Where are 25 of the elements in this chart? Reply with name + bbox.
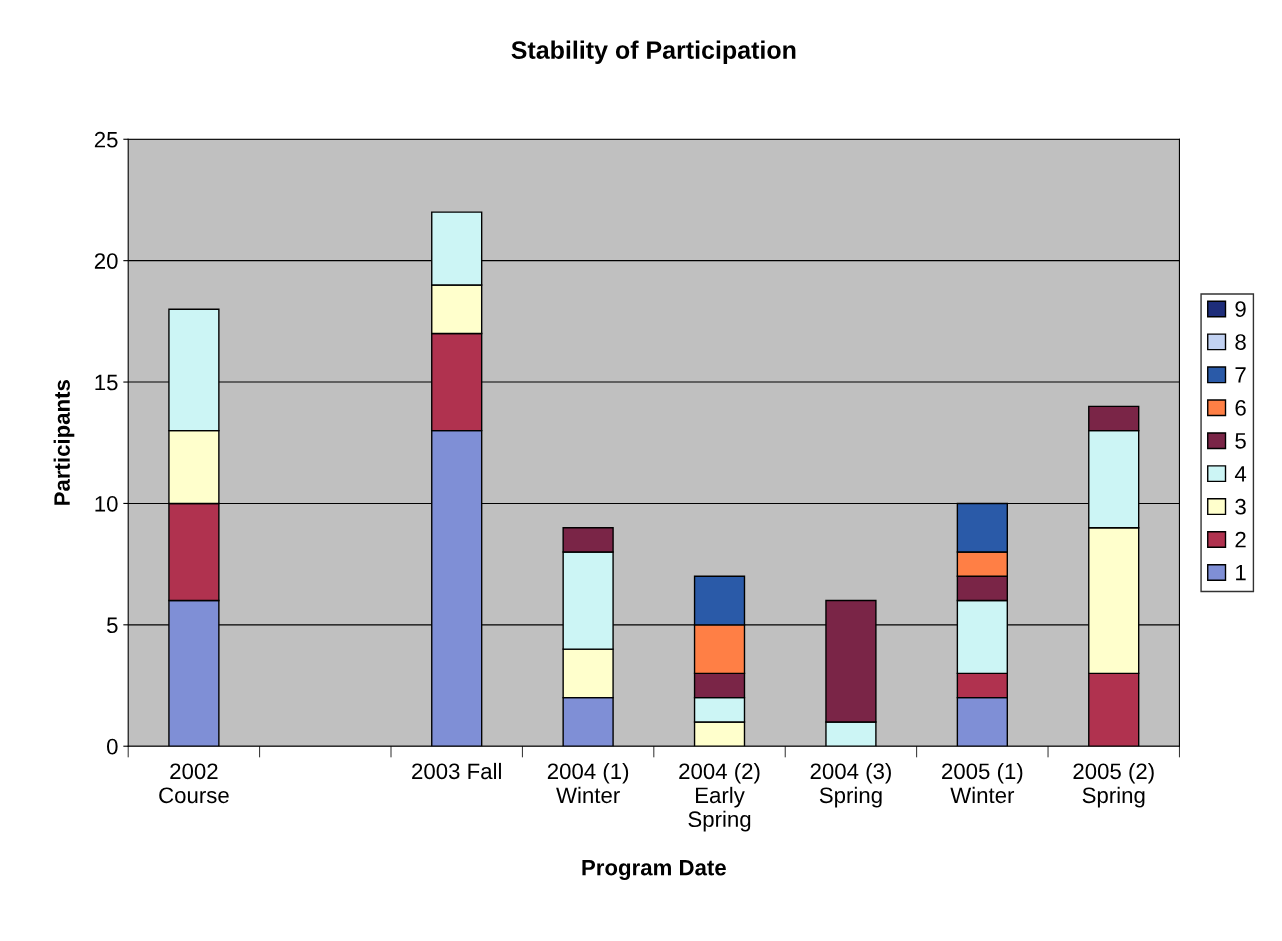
legend-label: 1: [1236, 564, 1246, 581]
x-tick-label: 2004 (3) Spring: [810, 762, 891, 808]
legend-label: 2: [1235, 531, 1246, 548]
legend-label: 5: [1235, 433, 1246, 449]
chart-title: Stability of Participation: [511, 40, 796, 64]
y-tick-label: 25: [94, 131, 118, 148]
legend-label: 4: [1234, 466, 1247, 482]
x-tick-label: 2005 (1) Winter: [942, 762, 1023, 804]
legend-label: 7: [1235, 367, 1246, 383]
x-tick-label: 2004 (2) Early Spring: [679, 762, 760, 832]
legend-label: 3: [1235, 498, 1246, 515]
y-tick-label: 5: [107, 617, 118, 634]
y-tick-label: 0: [106, 738, 118, 755]
x-tick-label: 2003 Fall: [412, 762, 501, 780]
y-axis-title: Participants: [53, 380, 75, 505]
x-tick-label: 2002 Course: [159, 763, 229, 804]
legend-label: 9: [1235, 301, 1246, 317]
legend-label: 6: [1235, 400, 1246, 416]
x-tick-label: 2005 (2) Spring: [1073, 762, 1154, 808]
x-tick-label: 2004 (1) Winter: [547, 762, 629, 804]
legend-label: 8: [1235, 334, 1246, 350]
x-axis-title: Program Date: [582, 859, 726, 880]
y-tick-label: 15: [95, 374, 118, 391]
y-tick-label: 10: [95, 495, 118, 512]
y-tick-label: 20: [94, 253, 118, 269]
